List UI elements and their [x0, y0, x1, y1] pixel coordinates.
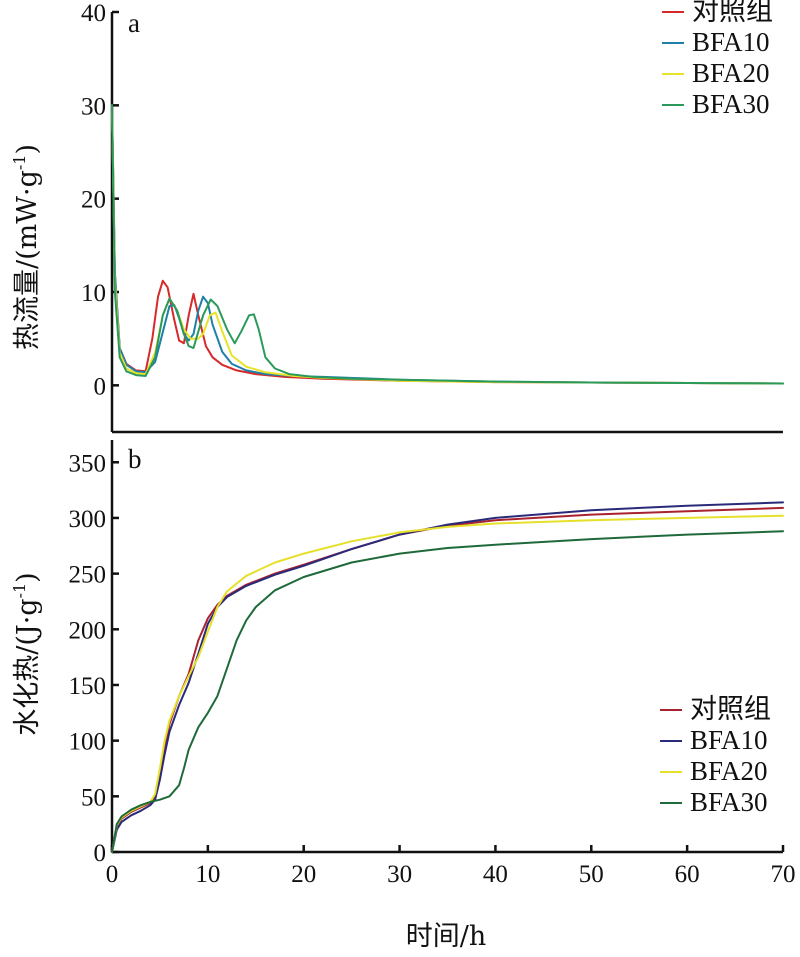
x-tick-label: 20	[291, 861, 316, 888]
legend-label: BFA20	[690, 756, 768, 786]
x-tick-label: 0	[106, 861, 119, 888]
y-axis-title: 水化热/(J·g-1)	[10, 572, 43, 735]
series-line-2	[111, 501, 784, 853]
series-line-4	[111, 104, 784, 385]
x-tick-label: 30	[387, 861, 412, 888]
y-tick-label: 150	[69, 673, 107, 700]
y-tick-label: 40	[81, 0, 106, 27]
legend-label: 对照组	[690, 694, 771, 724]
x-axis-title: 时间/h	[406, 921, 487, 952]
legend-label: BFA30	[690, 787, 768, 817]
panel-label: b	[128, 444, 142, 474]
series-line-4	[111, 530, 784, 853]
panel-label: a	[128, 8, 140, 38]
series-line-2	[111, 104, 784, 385]
y-tick-label: 250	[69, 562, 107, 589]
x-tick-label: 60	[675, 861, 700, 888]
y-axis-title: 热流量/(mW·g-1)	[10, 144, 43, 350]
y-tick-label: 300	[69, 506, 107, 533]
y-tick-label: 30	[81, 93, 106, 120]
x-tick-label: 70	[771, 861, 796, 888]
legend-label: BFA10	[690, 725, 768, 755]
y-tick-label: 100	[69, 729, 107, 756]
y-tick-label: 0	[94, 373, 107, 400]
legend-label: BFA20	[692, 58, 770, 88]
series-line-3	[111, 514, 784, 853]
y-tick-label: 350	[69, 450, 107, 477]
series-line-1	[111, 506, 784, 853]
y-tick-label: 200	[69, 617, 107, 644]
series-line-1	[111, 104, 784, 385]
y-tick-label: 50	[81, 784, 106, 811]
y-tick-label: 10	[81, 280, 106, 307]
y-tick-label: 20	[81, 187, 106, 214]
y-tick-label: 0	[94, 840, 107, 867]
x-tick-label: 10	[195, 861, 220, 888]
legend-label: 对照组	[692, 0, 773, 26]
legend-label: BFA30	[692, 89, 770, 119]
panel-b: 0 50 100 150 200 250 300 350 0 10 20 30 40 50 60 70 水化热/…	[10, 440, 796, 888]
x-tick-label: 40	[483, 861, 508, 888]
legend-label: BFA10	[692, 27, 770, 57]
series-line-3	[111, 104, 784, 385]
x-tick-label: 50	[579, 861, 604, 888]
